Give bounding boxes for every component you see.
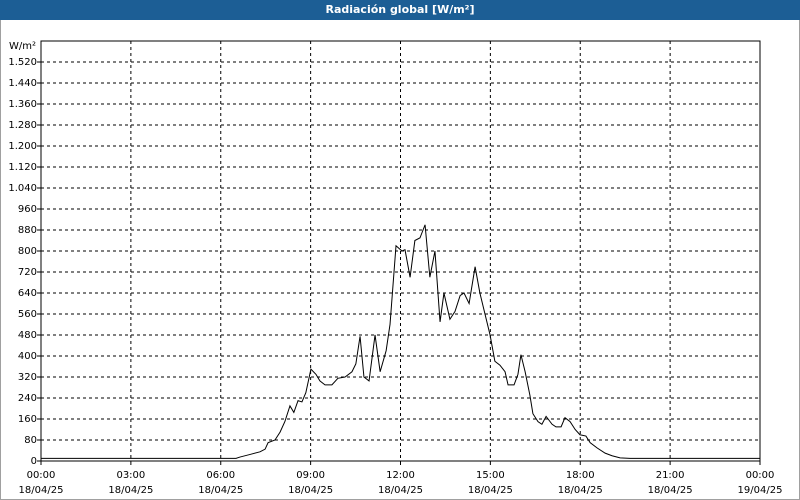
chart-title: Radiación global [W/m²] (325, 3, 474, 16)
y-tick-label: 320 (18, 372, 37, 383)
x-tick-date: 18/04/25 (648, 485, 693, 496)
x-tick-label: 09:00 (296, 470, 325, 481)
y-tick-label: 1.280 (8, 120, 37, 131)
x-tick-label: 12:00 (386, 470, 415, 481)
y-tick-label: 400 (18, 351, 37, 362)
x-tick-date: 18/04/25 (19, 485, 64, 496)
y-tick-label: 1.520 (8, 57, 37, 68)
x-tick-date: 18/04/25 (378, 485, 423, 496)
y-tick-label: 80 (24, 435, 37, 446)
y-tick-label: 1.120 (8, 162, 37, 173)
plot-border (40, 40, 761, 462)
y-tick-label: 880 (18, 225, 37, 236)
y-tick-label: 480 (18, 330, 37, 341)
y-tick-label: 1.200 (8, 141, 37, 152)
y-tick-label: 800 (18, 246, 37, 257)
x-tick-date: 19/04/25 (738, 485, 783, 496)
x-tick-date: 18/04/25 (468, 485, 513, 496)
y-tick-label: 1.440 (8, 78, 37, 89)
y-tick-label: 0 (31, 456, 37, 467)
y-tick-label: 560 (18, 309, 37, 320)
y-tick-label: 640 (18, 288, 37, 299)
x-tick-label: 03:00 (116, 470, 145, 481)
x-tick-label: 06:00 (206, 470, 235, 481)
data-line (41, 224, 760, 459)
x-tick-date: 18/04/25 (108, 485, 153, 496)
x-tick-date: 18/04/25 (288, 485, 333, 496)
y-tick-label: 240 (18, 393, 37, 404)
x-tick-date: 18/04/25 (198, 485, 243, 496)
x-tick-label: 15:00 (476, 470, 505, 481)
x-tick-label: 00:00 (746, 470, 775, 481)
y-axis-label: W/m² (9, 41, 36, 52)
y-tick-label: 960 (18, 204, 37, 215)
x-tick-label: 18:00 (566, 470, 595, 481)
y-tick-label: 160 (18, 414, 37, 425)
title-bar (0, 0, 800, 20)
x-tick-label: 00:00 (27, 470, 56, 481)
x-tick-date: 18/04/25 (558, 485, 603, 496)
x-tick-label: 21:00 (656, 470, 685, 481)
y-tick-label: 720 (18, 267, 37, 278)
y-tick-label: 1.040 (8, 183, 37, 194)
y-tick-label: 1.360 (8, 99, 37, 110)
